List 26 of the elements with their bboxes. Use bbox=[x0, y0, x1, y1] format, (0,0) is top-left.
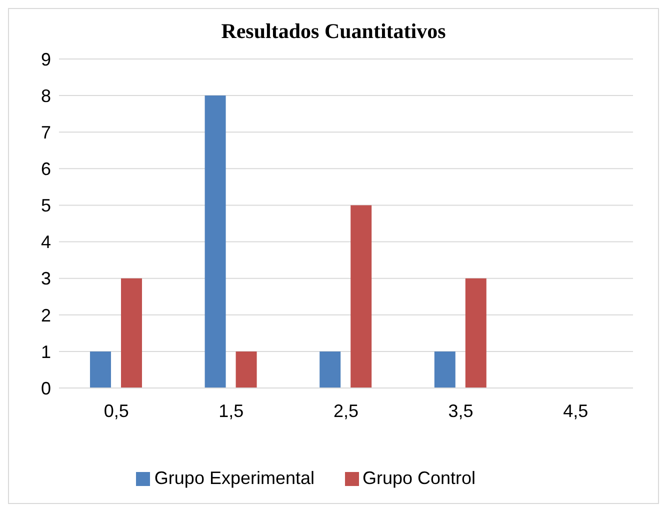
bar bbox=[320, 351, 341, 388]
y-tick-label: 6 bbox=[40, 159, 51, 180]
y-tick-label: 9 bbox=[40, 49, 51, 70]
x-tick-label: 0,5 bbox=[104, 400, 129, 421]
bar bbox=[236, 351, 257, 388]
y-tick-label: 4 bbox=[40, 232, 51, 252]
x-tick-label: 3,5 bbox=[448, 400, 474, 421]
y-tick-label: 5 bbox=[40, 196, 51, 216]
x-tick-label: 4,5 bbox=[563, 400, 588, 421]
bar bbox=[204, 96, 226, 388]
chart-title: Resultados Cuantitativos bbox=[220, 19, 447, 44]
legend-label: Grupo Control bbox=[362, 468, 476, 488]
y-tick-label: 0 bbox=[40, 378, 51, 398]
x-tick-label: 2,5 bbox=[333, 400, 359, 421]
y-tick-label: 1 bbox=[40, 342, 51, 362]
bar bbox=[90, 351, 111, 388]
x-tick-label: 1,5 bbox=[218, 400, 244, 421]
y-tick-label: 8 bbox=[40, 86, 51, 106]
y-tick-label: 7 bbox=[40, 122, 51, 142]
bar bbox=[120, 278, 142, 388]
bar bbox=[465, 278, 486, 388]
bar bbox=[350, 205, 372, 388]
legend-label: Grupo Experimental bbox=[154, 468, 314, 488]
bar bbox=[434, 351, 456, 388]
y-tick-label: 2 bbox=[40, 305, 51, 326]
y-tick-label: 3 bbox=[40, 268, 51, 289]
